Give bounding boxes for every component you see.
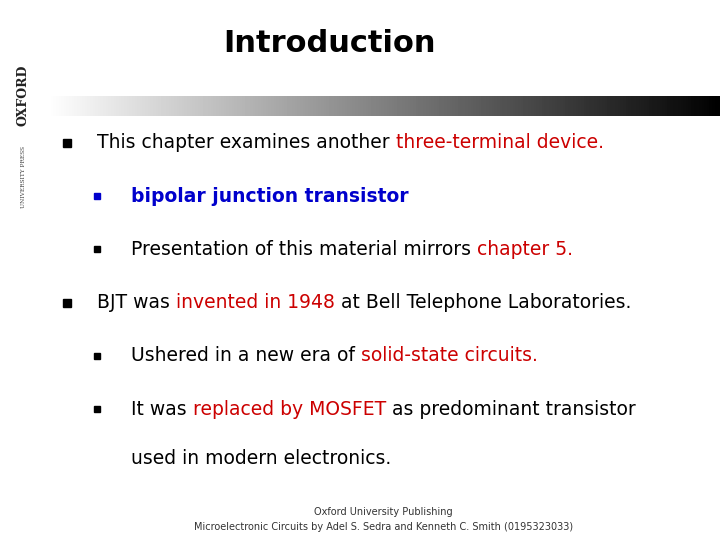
Text: as predominant transistor: as predominant transistor xyxy=(386,400,636,419)
Text: solid-state circuits.: solid-state circuits. xyxy=(361,347,538,366)
Text: This chapter examines another: This chapter examines another xyxy=(97,133,396,152)
Text: UNIVERSITY PRESS: UNIVERSITY PRESS xyxy=(21,146,26,208)
Text: replaced by MOSFET: replaced by MOSFET xyxy=(192,400,386,419)
Text: invented in 1948: invented in 1948 xyxy=(176,293,335,312)
Text: It was: It was xyxy=(131,400,192,419)
Text: Microelectronic Circuits by Adel S. Sedra and Kenneth C. Smith (0195323033): Microelectronic Circuits by Adel S. Sedr… xyxy=(194,522,573,532)
Text: chapter 5.: chapter 5. xyxy=(477,240,573,259)
Text: bipolar junction transistor: bipolar junction transistor xyxy=(131,186,408,206)
Text: Introduction: Introduction xyxy=(223,29,436,58)
Text: Oxford University Publishing: Oxford University Publishing xyxy=(314,507,453,517)
Text: at Bell Telephone Laboratories.: at Bell Telephone Laboratories. xyxy=(335,293,631,312)
Text: OXFORD: OXFORD xyxy=(17,65,30,126)
Text: BJT was: BJT was xyxy=(97,293,176,312)
Text: three-terminal device.: three-terminal device. xyxy=(396,133,604,152)
Text: Presentation of this material mirrors: Presentation of this material mirrors xyxy=(131,240,477,259)
Text: Ushered in a new era of: Ushered in a new era of xyxy=(131,347,361,366)
Text: used in modern electronics.: used in modern electronics. xyxy=(131,449,391,468)
